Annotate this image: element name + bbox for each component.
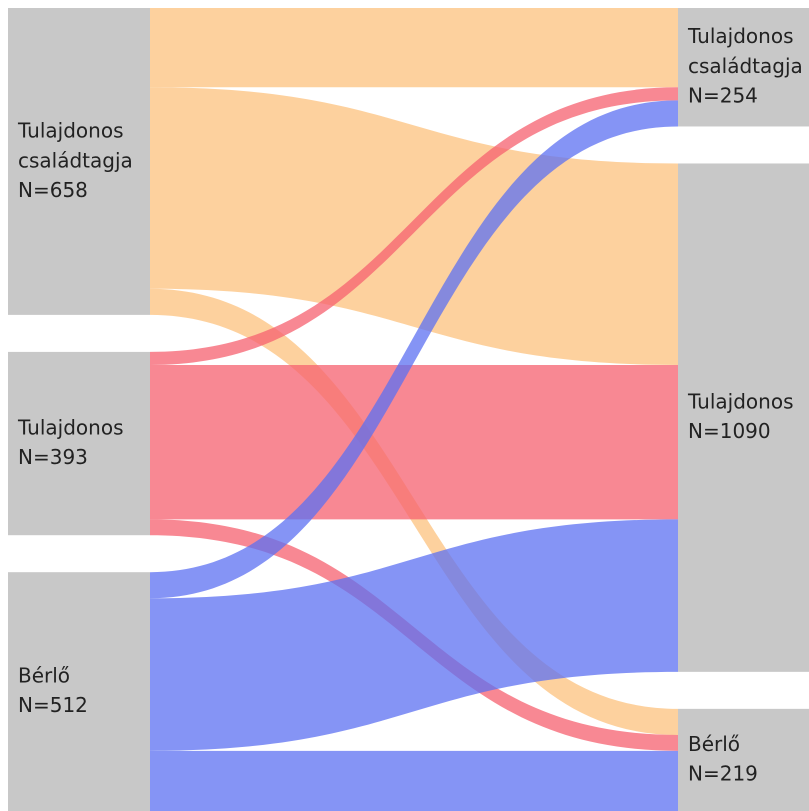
node-value-label: N=393: [18, 445, 88, 469]
node-label-line: családtagja: [688, 54, 803, 78]
node: [678, 8, 809, 127]
node-label-line: Tulajdonos: [687, 24, 794, 48]
flow: [150, 364, 678, 520]
flow: [150, 750, 678, 811]
node-value-label: N=1090: [688, 419, 771, 443]
node-label-line: Bérlő: [18, 663, 70, 687]
node-label: Tulajdonos: [687, 389, 794, 413]
node-label-line: Tulajdonos: [687, 389, 794, 413]
flows: [150, 8, 678, 811]
node: [678, 708, 809, 811]
flow: [150, 519, 678, 751]
node: [8, 8, 150, 315]
node-value-label: N=219: [688, 761, 758, 785]
node: [8, 572, 150, 811]
node: [678, 163, 809, 672]
flow: [150, 8, 678, 88]
node-label: Tulajdonos családtagja: [687, 24, 803, 78]
flow: [150, 100, 678, 599]
node-label: Bérlő: [18, 663, 70, 687]
node-label-line: családtagja: [18, 148, 133, 172]
node: [8, 351, 150, 536]
flow: [150, 87, 678, 365]
node-value-label: N=658: [18, 178, 88, 202]
node-label: Tulajdonos családtagja: [17, 118, 133, 172]
node-value-label: N=254: [688, 84, 758, 108]
node-label-line: Tulajdonos: [17, 118, 124, 142]
node-label-line: Bérlő: [688, 731, 740, 755]
node-label-line: Tulajdonos: [17, 415, 124, 439]
node-label: Tulajdonos: [17, 415, 124, 439]
node-value-label: N=512: [18, 693, 88, 717]
node-label: Bérlő: [688, 731, 740, 755]
